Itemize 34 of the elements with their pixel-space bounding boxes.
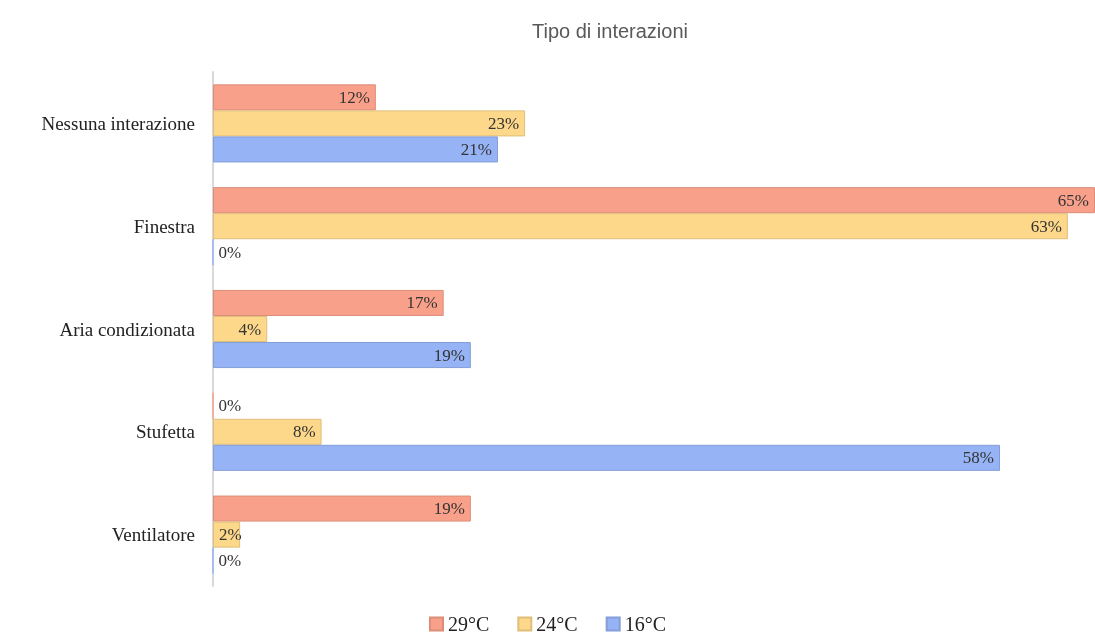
bar <box>213 136 498 163</box>
chart-title: Tipo di interazioni <box>531 20 689 42</box>
data-label: 17% <box>406 293 438 313</box>
data-label: 0% <box>218 396 242 416</box>
data-label: 23% <box>487 113 520 133</box>
data-label: 63% <box>1030 216 1062 236</box>
legend-label: 24°C <box>536 613 578 635</box>
y-tick-label: Ventilatore <box>111 524 195 546</box>
data-label: 2% <box>219 525 242 545</box>
legend-label: 29°C <box>447 613 490 635</box>
bar <box>213 213 1068 240</box>
data-label: 0% <box>218 551 242 571</box>
data-label: 0% <box>218 242 242 262</box>
data-label: 19% <box>433 345 465 365</box>
data-label: 4% <box>238 319 262 339</box>
data-label: 58% <box>962 448 995 468</box>
data-label: 8% <box>292 422 316 442</box>
data-label: 21% <box>460 139 492 159</box>
data-label: 65% <box>1057 190 1089 210</box>
bar <box>213 342 471 369</box>
y-tick-label: Aria condizionata <box>59 318 196 340</box>
legend-label: 16°C <box>624 613 667 635</box>
bar <box>213 444 1001 471</box>
y-tick-label: Finestra <box>133 215 196 237</box>
bar <box>213 418 322 445</box>
bar <box>213 495 471 522</box>
bar <box>213 187 1095 214</box>
y-tick-label: Stufetta <box>135 421 196 443</box>
bar <box>213 84 376 111</box>
y-tick-label: Nessuna interazione <box>41 112 195 134</box>
data-label: 19% <box>433 499 465 519</box>
data-label: 12% <box>338 87 370 107</box>
bar <box>213 289 444 316</box>
bar <box>213 110 526 137</box>
